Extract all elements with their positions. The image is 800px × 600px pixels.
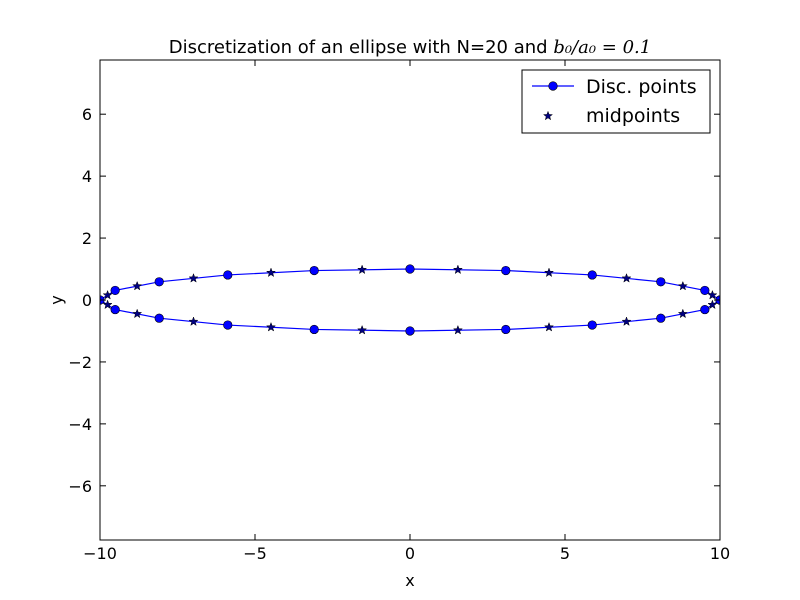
disc-point	[154, 277, 164, 287]
chart-title-math: b₀/a₀ = 0.1	[553, 37, 651, 58]
midpoint-marker	[707, 289, 718, 300]
legend-items: Disc. points midpoints	[532, 76, 697, 127]
midpoint-marker	[188, 316, 199, 326]
legend-label-disc-points: Disc. points	[586, 76, 697, 98]
midpoint-marker	[265, 321, 277, 332]
legend-box	[521, 69, 711, 134]
x-tick-label: 10	[710, 544, 730, 563]
x-axis-label: x	[405, 571, 414, 590]
disc-point	[405, 326, 415, 336]
disc-point	[700, 285, 710, 296]
midpoint-marker	[452, 264, 463, 275]
disc-point	[501, 265, 511, 276]
disc-point	[309, 265, 319, 276]
midpoint-marker	[102, 289, 113, 300]
midpoint-marker	[543, 267, 555, 278]
midpoint-marker	[188, 273, 199, 283]
disc-points-line	[100, 268, 720, 332]
axis-ticks: −10 −5 0 5 10 −6 −4 −2 0 2 4 6	[68, 60, 730, 563]
disc-point	[223, 320, 233, 330]
x-tick-label: 0	[405, 544, 415, 563]
legend-label-midpoints: midpoints	[586, 105, 680, 127]
midpoint-marker	[452, 324, 463, 335]
legend: Disc. points midpoints	[521, 69, 711, 134]
y-tick-label: 4	[82, 167, 92, 186]
y-tick-label: −2	[68, 353, 92, 372]
disc-point	[223, 270, 233, 280]
y-tick-label: 6	[82, 105, 92, 124]
disc-point	[110, 304, 120, 315]
chart-title: Discretization of an ellipse with N=20 a…	[169, 37, 651, 58]
plot-content	[100, 264, 720, 336]
y-tick-label: −4	[68, 415, 92, 434]
midpoint-marker	[265, 267, 277, 278]
disc-point	[656, 313, 666, 323]
y-tick-label: 2	[82, 229, 92, 248]
disc-point	[587, 320, 597, 330]
y-tick-label: −6	[68, 477, 92, 496]
x-tick-label: −5	[243, 544, 267, 563]
midpoint-marker	[357, 324, 368, 335]
disc-point	[110, 285, 120, 296]
legend-marker-disc-points	[548, 81, 558, 91]
disc-point	[700, 304, 710, 315]
chart-title-text: Discretization of an ellipse with N=20 a…	[169, 37, 554, 58]
midpoint-marker	[707, 299, 718, 310]
midpoint-marker	[621, 273, 632, 283]
midpoint-marker	[357, 264, 368, 275]
midpoint-marker	[621, 316, 632, 326]
disc-point	[587, 270, 597, 280]
disc-point	[501, 324, 511, 335]
y-tick-label: 0	[82, 291, 92, 310]
disc-point	[405, 264, 415, 274]
legend-marker-midpoints	[542, 110, 554, 121]
midpoint-marker	[677, 308, 688, 319]
midpoint-marker	[132, 308, 143, 319]
x-tick-label: −10	[83, 544, 117, 563]
midpoint-marker	[132, 280, 143, 291]
midpoint-marker	[102, 299, 113, 310]
midpoint-marker	[543, 321, 555, 332]
x-tick-label: 5	[560, 544, 570, 563]
disc-point	[656, 277, 666, 287]
disc-point	[309, 324, 319, 335]
disc-point	[154, 313, 164, 323]
y-axis-label: y	[47, 295, 66, 304]
midpoint-marker	[677, 280, 688, 291]
